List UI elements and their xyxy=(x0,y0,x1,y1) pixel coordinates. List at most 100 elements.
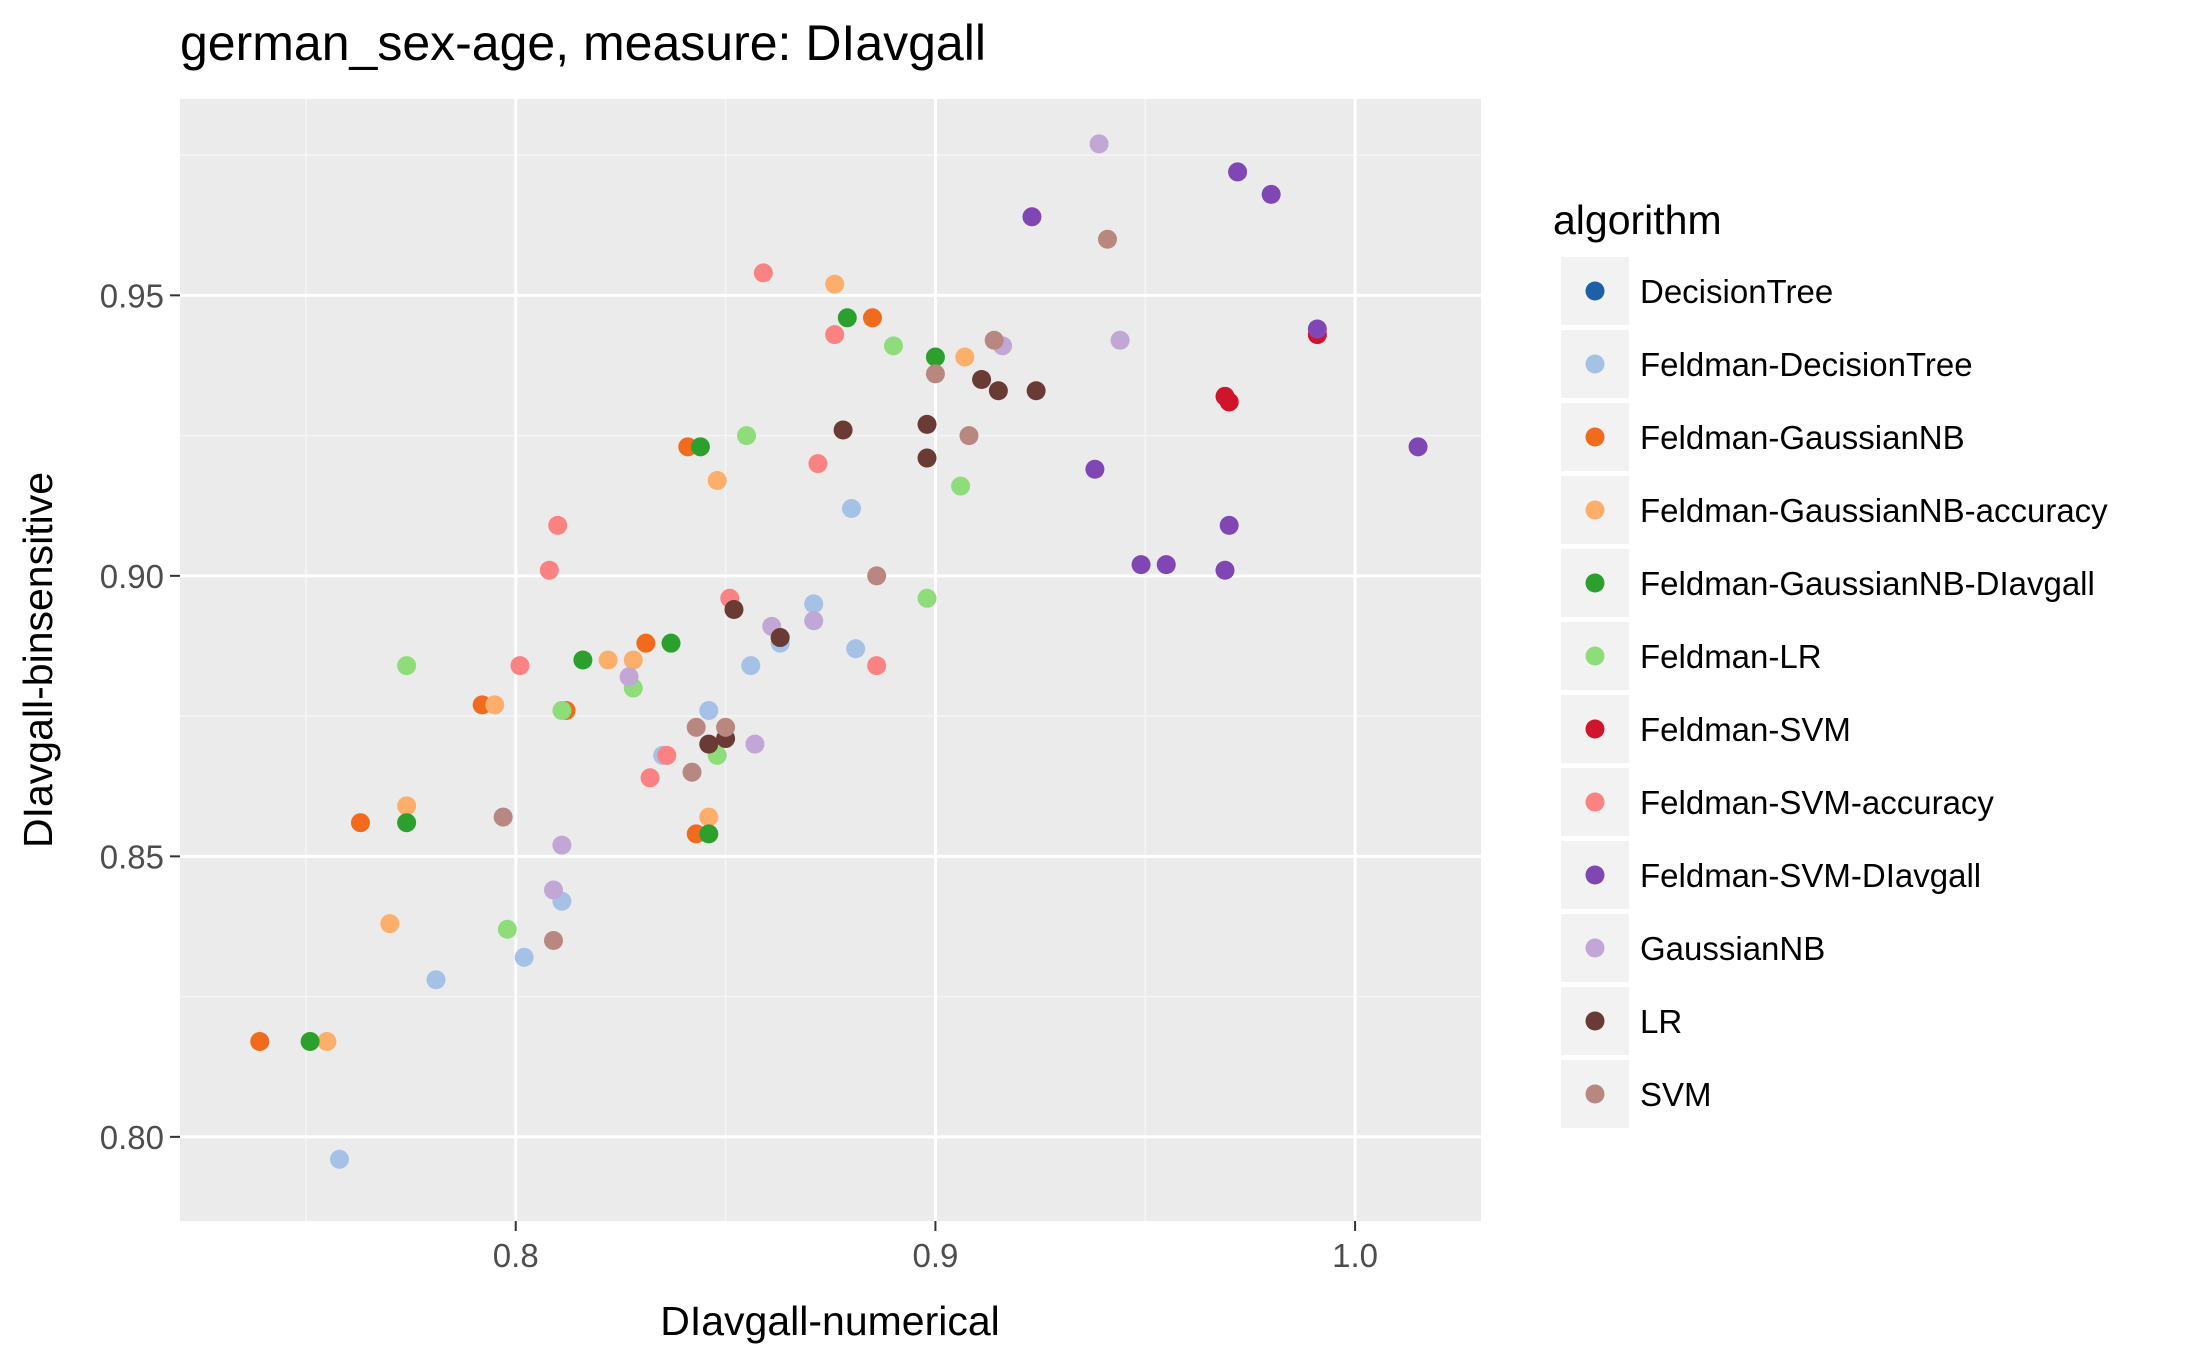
legend-label: DecisionTree xyxy=(1640,273,1833,310)
data-point xyxy=(841,499,861,519)
x-axis: 0.8 0.9 1.0 xyxy=(493,1221,1378,1274)
data-point xyxy=(493,807,513,827)
legend-label: GaussianNB xyxy=(1640,930,1825,967)
data-point xyxy=(770,628,790,648)
data-point xyxy=(1026,381,1046,401)
data-point xyxy=(707,470,727,490)
data-point xyxy=(1131,555,1151,575)
x-tick-label: 1.0 xyxy=(1332,1237,1378,1274)
data-point xyxy=(955,347,975,367)
data-point xyxy=(984,330,1004,350)
data-point xyxy=(1156,555,1176,575)
data-point xyxy=(661,633,681,653)
legend-label: Feldman-GaussianNB-DIavgall xyxy=(1640,565,2095,602)
legend-label: Feldman-GaussianNB-accuracy xyxy=(1640,492,2108,529)
data-point xyxy=(690,437,710,457)
data-point xyxy=(573,650,593,670)
data-point xyxy=(544,931,564,950)
legend-swatch xyxy=(1585,646,1605,666)
data-point xyxy=(250,1031,270,1051)
data-point xyxy=(699,807,719,827)
data-point xyxy=(619,667,639,687)
data-point xyxy=(1085,459,1105,479)
legend-swatch xyxy=(1585,500,1605,520)
data-point xyxy=(804,611,824,631)
data-point xyxy=(623,650,643,670)
data-point xyxy=(917,414,937,434)
data-point xyxy=(682,762,702,782)
legend-swatch xyxy=(1585,865,1605,885)
data-point xyxy=(951,476,971,496)
legend-label: SVM xyxy=(1640,1076,1712,1113)
data-point xyxy=(867,656,887,676)
y-tick-label: 0.95 xyxy=(100,277,164,314)
data-point xyxy=(598,650,618,670)
legend-swatch xyxy=(1585,281,1605,301)
legend-swatch xyxy=(1585,573,1605,593)
data-point xyxy=(510,656,530,676)
y-tick-label: 0.85 xyxy=(100,838,164,875)
data-point xyxy=(1022,207,1042,227)
data-points xyxy=(250,134,1428,1169)
data-point xyxy=(804,594,824,614)
y-axis: 0.80 0.85 0.90 0.95 xyxy=(100,277,180,1156)
data-point xyxy=(745,734,765,754)
data-point xyxy=(514,947,534,967)
data-point xyxy=(972,370,992,389)
data-point xyxy=(1089,134,1109,154)
data-point xyxy=(1097,229,1117,249)
data-point xyxy=(867,566,887,586)
data-point xyxy=(825,274,845,294)
x-tick-label: 0.8 xyxy=(493,1237,539,1274)
data-point xyxy=(959,426,979,446)
data-point xyxy=(917,588,937,608)
legend-label: Feldman-GaussianNB xyxy=(1640,419,1965,456)
data-point xyxy=(640,768,660,788)
data-point xyxy=(397,796,417,816)
data-point xyxy=(1261,184,1281,204)
data-point xyxy=(497,919,517,939)
legend-label: Feldman-DecisionTree xyxy=(1640,346,1973,383)
data-point xyxy=(724,600,744,620)
chart-title: german_sex-age, measure: DIavgall xyxy=(180,15,986,71)
data-point xyxy=(925,347,945,367)
legend-swatch xyxy=(1585,427,1605,447)
data-point xyxy=(552,835,572,855)
data-point xyxy=(1219,392,1239,412)
data-point xyxy=(1228,162,1248,182)
data-point xyxy=(1307,319,1327,339)
data-point xyxy=(833,420,853,440)
data-point xyxy=(699,734,719,754)
data-point xyxy=(925,364,945,384)
legend-label: Feldman-LR xyxy=(1640,638,1822,675)
data-point xyxy=(426,970,446,990)
data-point xyxy=(1110,330,1130,350)
y-tick-label: 0.90 xyxy=(100,558,164,595)
legend-label: Feldman-SVM xyxy=(1640,711,1851,748)
legend-swatch xyxy=(1585,1011,1605,1031)
legend-label: Feldman-SVM-accuracy xyxy=(1640,784,1994,821)
data-point xyxy=(1215,560,1235,580)
data-point xyxy=(539,560,559,580)
data-point xyxy=(657,745,677,765)
minor-gridlines xyxy=(180,99,1481,1221)
data-point xyxy=(837,308,857,328)
data-point xyxy=(300,1031,320,1051)
legend: algorithm DecisionTree Feldman-DecisionTr… xyxy=(1553,197,2108,1128)
x-tick-label: 0.9 xyxy=(912,1237,958,1274)
data-point xyxy=(808,454,828,474)
data-point xyxy=(883,336,903,356)
data-point xyxy=(988,381,1008,401)
data-point xyxy=(548,515,568,535)
data-point xyxy=(1219,515,1239,535)
data-point xyxy=(485,695,505,715)
legend-items: DecisionTree Feldman-DecisionTree Feldman-… xyxy=(1561,257,2108,1128)
plot-panel xyxy=(180,99,1481,1221)
data-point xyxy=(917,448,937,468)
major-gridlines xyxy=(180,99,1481,1221)
data-point xyxy=(753,263,773,283)
legend-label: LR xyxy=(1640,1003,1682,1040)
x-axis-label: DIavgall-numerical xyxy=(660,1298,1000,1344)
data-point xyxy=(317,1031,337,1051)
